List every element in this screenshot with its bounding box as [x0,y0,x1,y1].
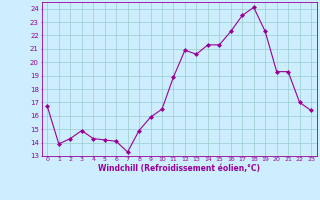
X-axis label: Windchill (Refroidissement éolien,°C): Windchill (Refroidissement éolien,°C) [98,164,260,173]
